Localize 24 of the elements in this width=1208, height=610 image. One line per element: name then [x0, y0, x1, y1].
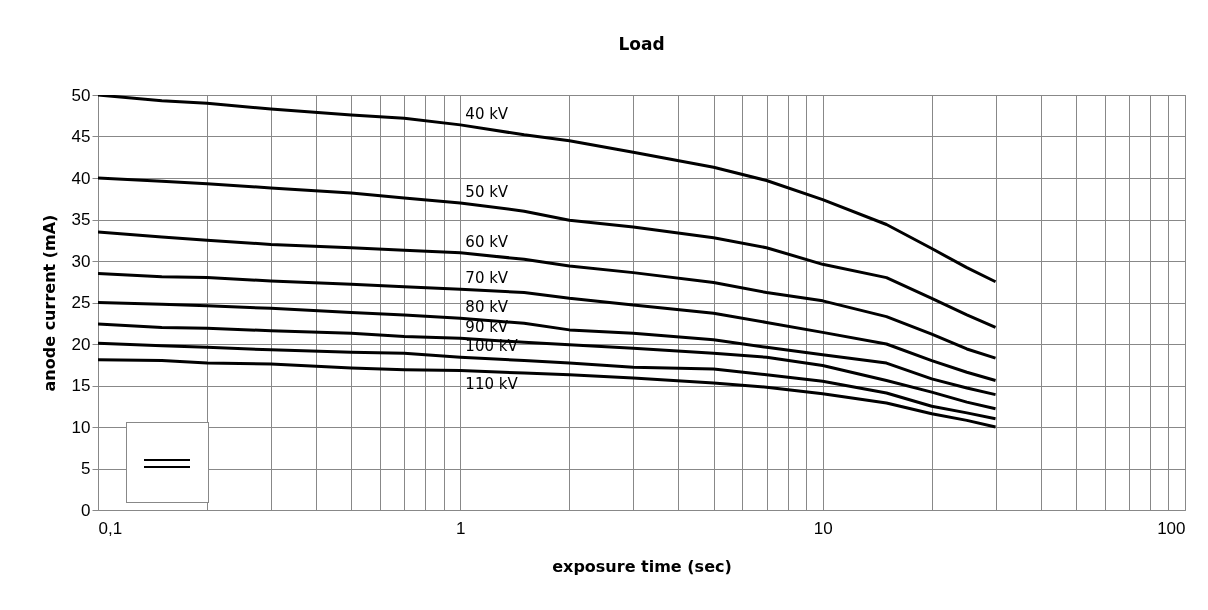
chart-title: Load: [618, 34, 665, 54]
y-tick-label: 25: [71, 293, 91, 312]
y-tick-label: 15: [71, 376, 91, 395]
x-tick-label: 0,1: [98, 518, 123, 538]
x-tick-label: 100: [1157, 518, 1186, 538]
x-axis-title: exposure time (sec): [552, 556, 732, 576]
y-tick-label: 30: [71, 251, 91, 271]
y-tick-label: 50: [71, 85, 91, 105]
series-label: 40 kV: [465, 104, 509, 123]
series-label: 110 kV: [465, 374, 519, 393]
y-tick-label: 45: [71, 127, 91, 146]
series-label: 50 kV: [465, 182, 509, 201]
series-label: 70 kV: [465, 269, 509, 288]
y-axis-title: anode current (mA): [39, 214, 59, 392]
x-tick-label: 1: [456, 518, 466, 538]
series-label: 60 kV: [465, 232, 509, 251]
y-tick-label: 10: [71, 417, 91, 437]
y-tick-label: 40: [71, 168, 91, 188]
y-tick-label: 20: [71, 334, 91, 354]
y-tick-label: 35: [71, 210, 91, 229]
y-tick-label: 0: [81, 500, 91, 520]
y-tick-label: 5: [81, 459, 91, 478]
x-tick-label: 10: [813, 518, 833, 538]
series-label: 80 kV: [465, 298, 509, 317]
